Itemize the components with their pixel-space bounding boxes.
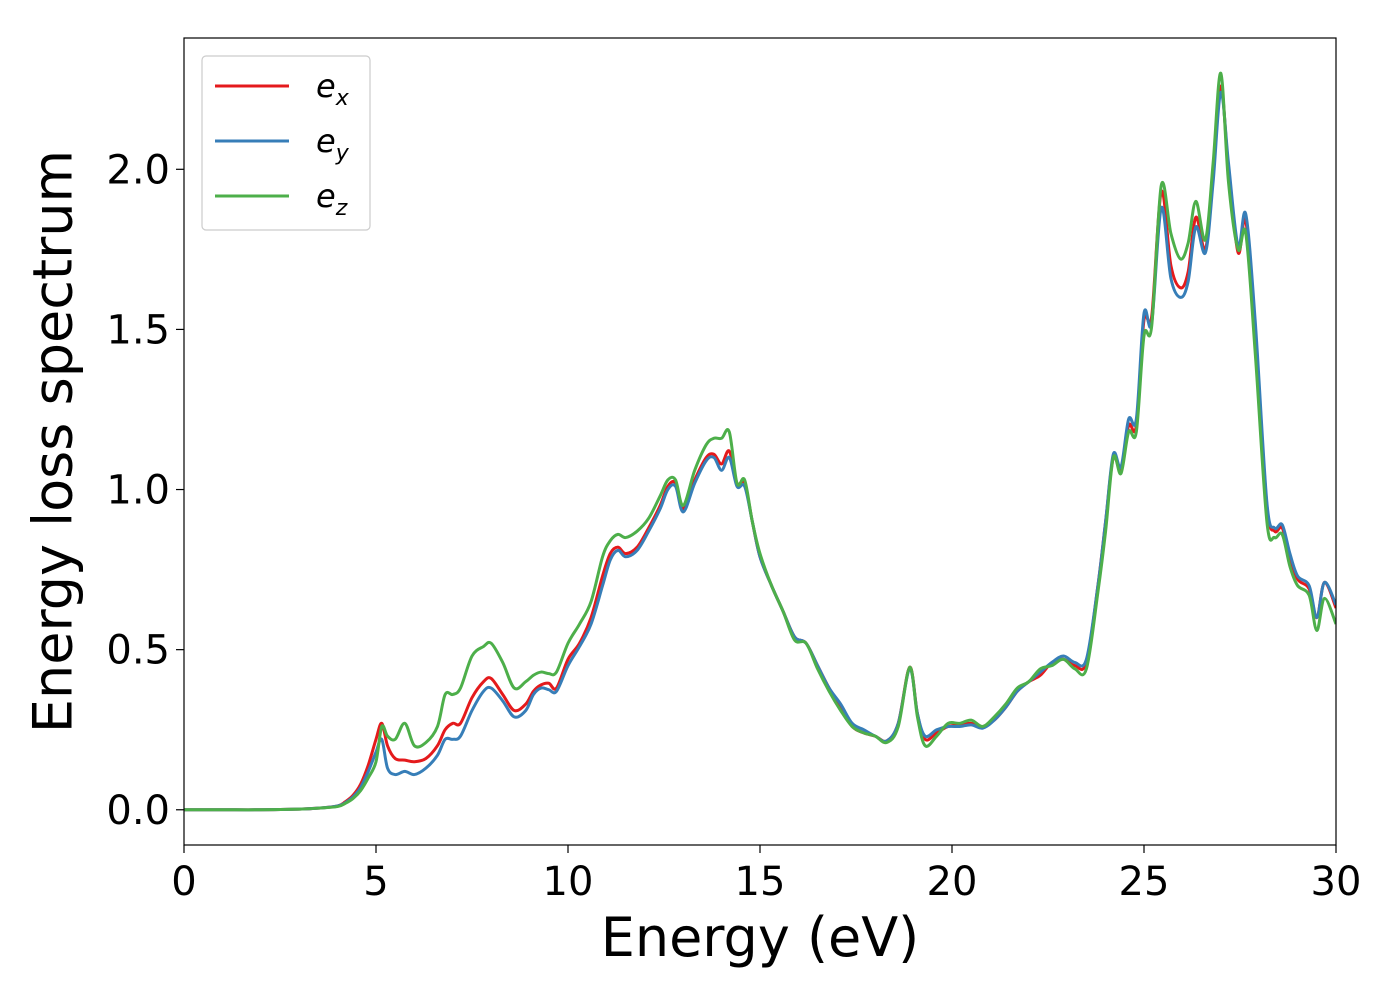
y-tick-label: 2.0: [106, 147, 170, 193]
x-tick-label: 25: [1119, 859, 1170, 905]
legend: ex ey ez: [201, 55, 371, 231]
legend-box: [201, 55, 371, 231]
x-tick-label: 10: [543, 859, 594, 905]
y-tick-label: 0.0: [106, 788, 170, 834]
x-axis-title: Energy (eV): [601, 906, 920, 969]
x-tick-label: 20: [927, 859, 978, 905]
y-tick-label: 0.5: [106, 628, 170, 674]
y-axis-ticks: 0.0 0.5 1.0 1.5 2.0: [106, 147, 184, 834]
y-tick-label: 1.0: [106, 468, 170, 514]
legend-label: ez: [316, 177, 348, 221]
legend-label: ey: [316, 122, 350, 166]
x-tick-label: 5: [363, 859, 388, 905]
y-axis-title: Energy loss spectrum: [22, 150, 85, 733]
legend-label: ex: [316, 67, 350, 111]
series-line-e-z: [184, 71, 1336, 812]
x-tick-label: 0: [171, 859, 196, 905]
x-axis-ticks: 0 5 10 15 20 25 30: [171, 845, 1361, 905]
y-tick-label: 1.5: [106, 307, 170, 353]
plot-lines: [184, 71, 1336, 812]
x-tick-label: 30: [1311, 859, 1362, 905]
x-tick-label: 15: [735, 859, 786, 905]
